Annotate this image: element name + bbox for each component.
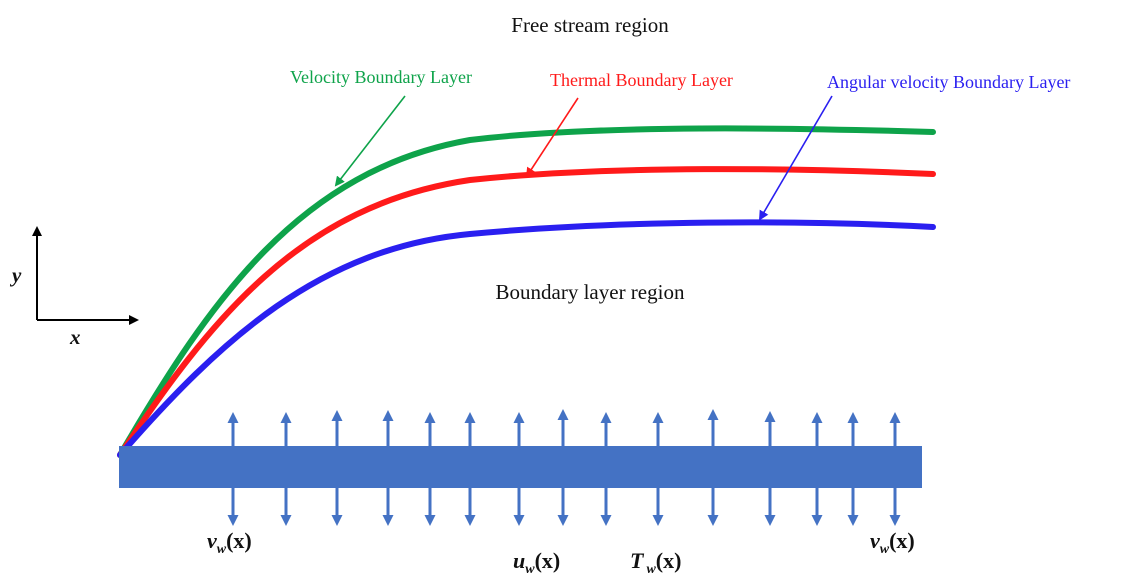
y-axis-label: y xyxy=(9,263,22,287)
suction-arrow-down-icon xyxy=(847,488,859,526)
injection-arrow-up-icon xyxy=(889,412,901,446)
stretching-plate xyxy=(119,446,922,488)
injection-arrow-up-icon xyxy=(280,412,292,446)
suction-arrow-down-icon xyxy=(889,488,901,526)
injection-arrow-up-icon xyxy=(382,410,394,446)
uw-label: uw(x) xyxy=(513,548,560,573)
suction-arrow-down-icon xyxy=(811,488,823,526)
suction-arrow-down-icon xyxy=(652,488,664,526)
injection-arrow-up-icon xyxy=(513,412,525,446)
injection-arrow-up-icon xyxy=(227,412,239,446)
wall-velocity-arrows xyxy=(227,409,901,526)
suction-arrow-down-icon xyxy=(280,488,292,526)
angular-boundary-curve xyxy=(117,219,936,458)
x-axis-label: x xyxy=(69,325,81,349)
suction-arrow-down-icon xyxy=(557,488,569,526)
vw-left-label: vw(x) xyxy=(207,528,252,557)
injection-arrow-up-icon xyxy=(464,412,476,446)
velocity-pointer-arrow xyxy=(334,95,406,187)
angular-layer-label: Angular velocity Boundary Layer xyxy=(827,72,1070,92)
angular-pointer-arrow xyxy=(758,95,833,221)
injection-arrow-up-icon xyxy=(557,409,569,446)
velocity-boundary-curve xyxy=(117,125,936,458)
vw-right-label: vw(x) xyxy=(870,528,915,557)
injection-arrow-up-icon xyxy=(847,412,859,446)
suction-arrow-down-icon xyxy=(424,488,436,526)
suction-arrow-down-icon xyxy=(227,488,239,526)
coordinate-axes-icon xyxy=(32,226,139,325)
free-stream-label: Free stream region xyxy=(511,13,669,37)
velocity-layer-label: Velocity Boundary Layer xyxy=(290,67,472,87)
injection-arrow-up-icon xyxy=(707,409,719,446)
suction-arrow-down-icon xyxy=(600,488,612,526)
suction-arrow-down-icon xyxy=(464,488,476,526)
thermal-layer-label: Thermal Boundary Layer xyxy=(550,70,733,90)
thermal-pointer-arrow xyxy=(525,97,579,178)
suction-arrow-down-icon xyxy=(382,488,394,526)
boundary-region-label: Boundary layer region xyxy=(496,280,685,304)
injection-arrow-up-icon xyxy=(331,410,343,446)
injection-arrow-up-icon xyxy=(600,412,612,446)
suction-arrow-down-icon xyxy=(513,488,525,526)
thermal-boundary-curve xyxy=(117,166,936,458)
injection-arrow-up-icon xyxy=(764,411,776,446)
injection-arrow-up-icon xyxy=(424,412,436,446)
injection-arrow-up-icon xyxy=(652,412,664,446)
suction-arrow-down-icon xyxy=(707,488,719,526)
injection-arrow-up-icon xyxy=(811,412,823,446)
suction-arrow-down-icon xyxy=(331,488,343,526)
suction-arrow-down-icon xyxy=(764,488,776,526)
